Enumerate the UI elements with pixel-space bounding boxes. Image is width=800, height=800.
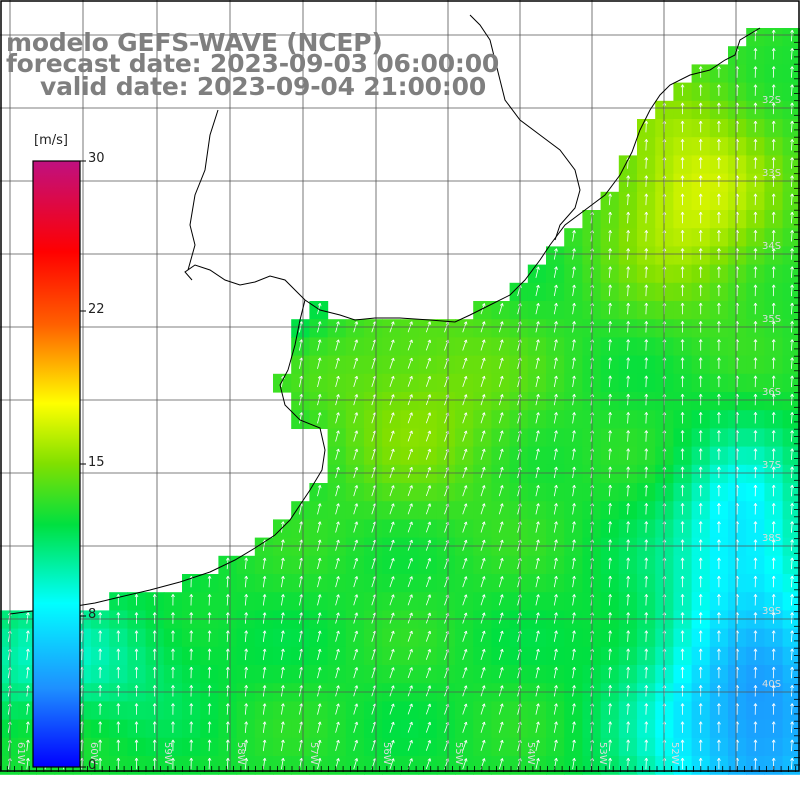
- colorbar-tick-0: 0: [88, 758, 97, 773]
- lon-label: 52W: [669, 742, 680, 765]
- lat-label: 34S: [762, 241, 781, 252]
- colorbar-tick-8: 8: [88, 607, 97, 622]
- colorbar: [32, 160, 81, 768]
- lat-label: 40S: [762, 679, 781, 690]
- lon-label: 61W: [15, 742, 26, 765]
- colorbar-tick-22: 22: [88, 302, 105, 317]
- forecast-date: forecast date: 2023-09-03 06:00:00: [6, 49, 500, 78]
- lon-label: 56W: [381, 742, 392, 765]
- lat-label: 37S: [762, 460, 781, 471]
- lat-label: 36S: [762, 387, 781, 398]
- lon-label: 59W: [162, 742, 173, 765]
- latitude-labels: 32S 33S 34S 35S 36S 37S 38S 39S 40S: [762, 95, 781, 690]
- wind-direction-arrows: [7, 29, 794, 770]
- valid-date: valid date: 2023-09-04 21:00:00: [40, 72, 487, 101]
- colorbar-unit: [m/s]: [34, 133, 68, 148]
- longitude-labels: 61W 60W 59W 58W 57W 56W 55W 54W 53W 52W: [15, 742, 680, 765]
- lat-label: 39S: [762, 606, 781, 617]
- lat-label: 32S: [762, 95, 781, 106]
- lon-label: 60W: [88, 742, 99, 765]
- lat-label: 35S: [762, 314, 781, 325]
- lon-label: 54W: [525, 742, 536, 765]
- lon-label: 58W: [235, 742, 246, 765]
- colorbar-ticks: [80, 160, 86, 768]
- colorbar-tick-30: 30: [88, 151, 105, 166]
- coastline: [9, 14, 761, 615]
- model-title: modelo GEFS-WAVE (NCEP): [6, 28, 383, 57]
- lon-label: 57W: [308, 742, 319, 765]
- lat-lon-grid: [0, 0, 800, 772]
- lat-label: 38S: [762, 533, 781, 544]
- lon-label: 53W: [597, 742, 608, 765]
- lat-label: 33S: [762, 168, 781, 179]
- colorbar-tick-15: 15: [88, 455, 105, 470]
- lon-label: 55W: [453, 742, 464, 765]
